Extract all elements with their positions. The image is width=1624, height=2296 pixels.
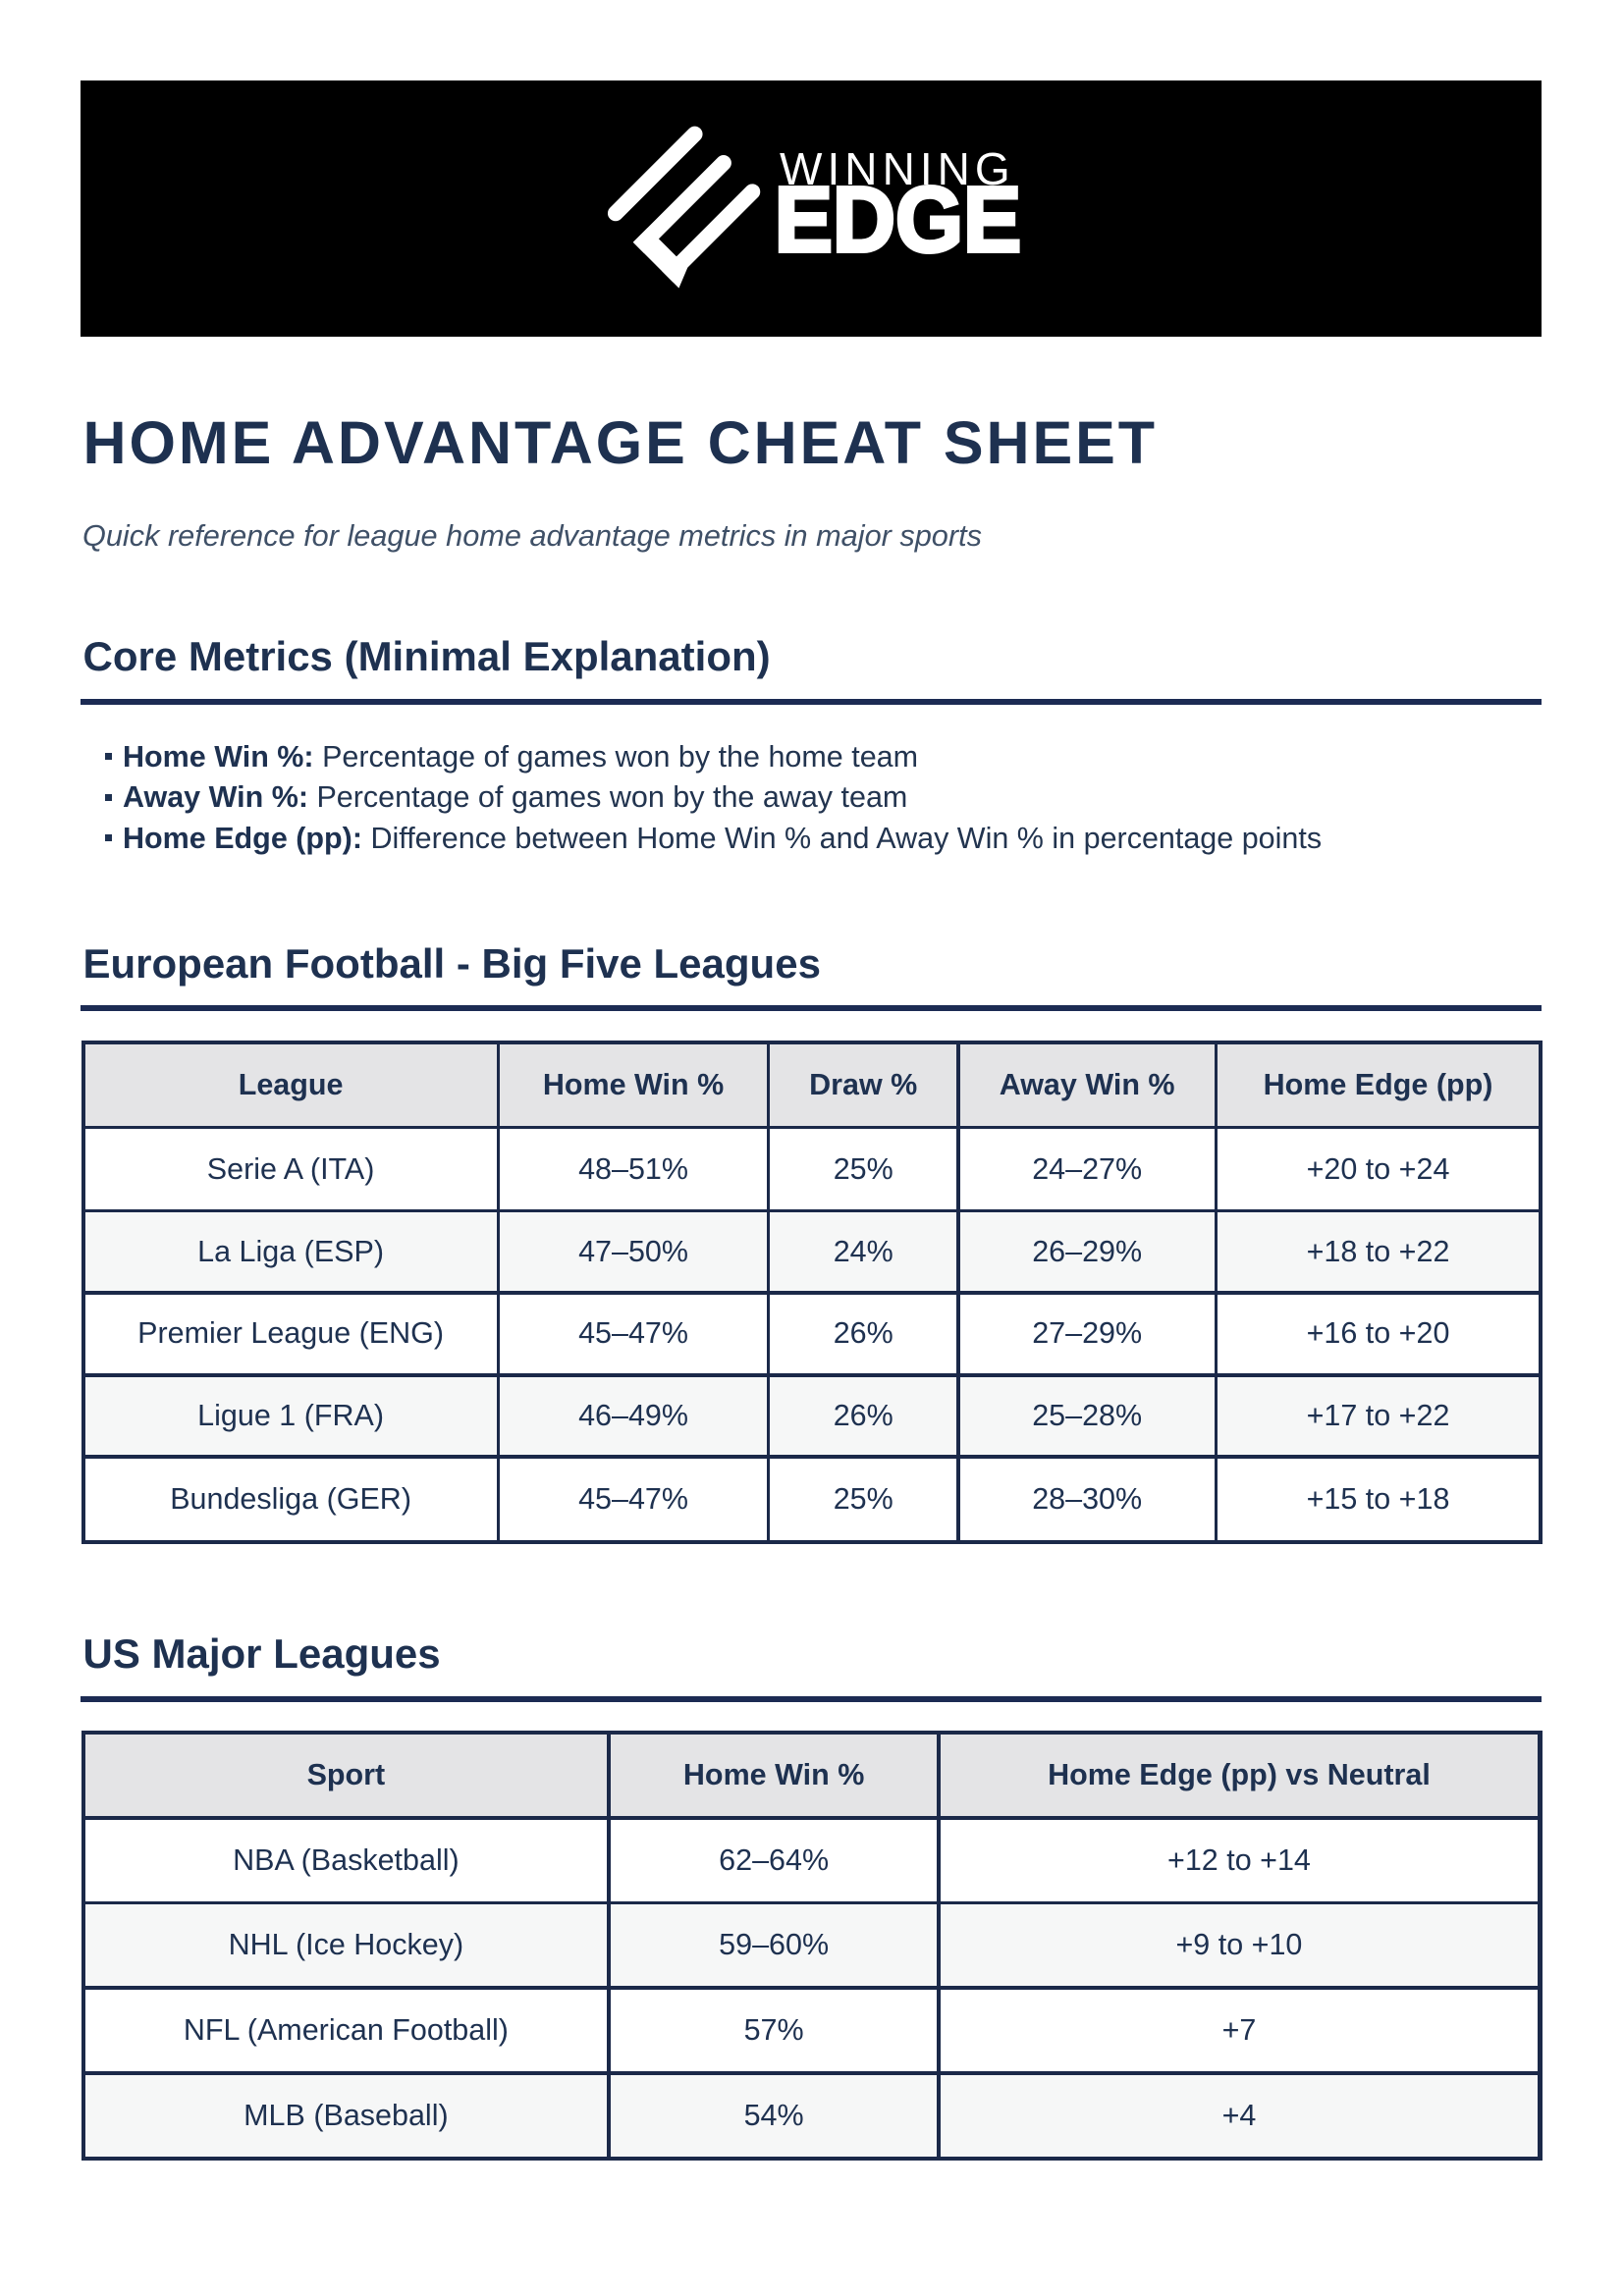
- svg-text:EDGE: EDGE: [775, 168, 1021, 271]
- svg-text:WINNING: WINNING: [780, 143, 1015, 194]
